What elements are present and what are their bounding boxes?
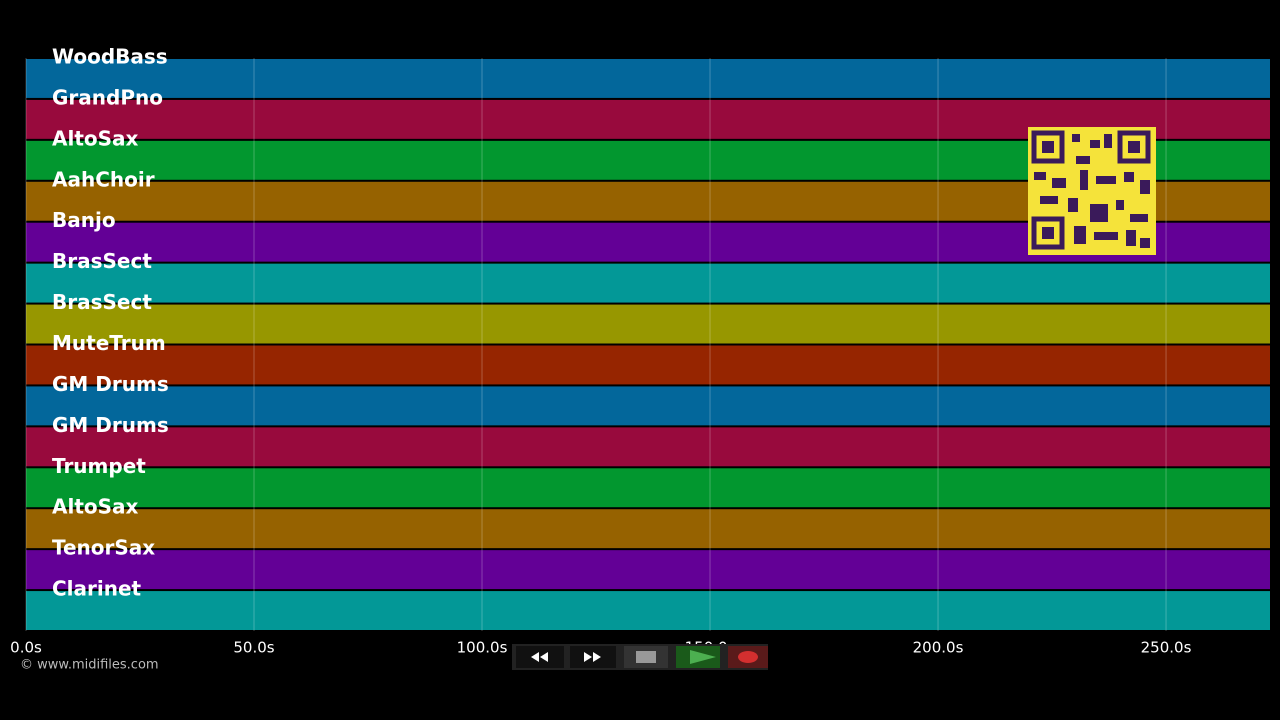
play-button[interactable]: [676, 646, 720, 668]
time-tick-label: 200.0s: [913, 639, 964, 657]
qr-code: [1028, 127, 1156, 255]
record-button[interactable]: [728, 646, 768, 668]
track-band: [26, 304, 1270, 344]
track-label: BrasSect: [52, 290, 152, 314]
track-band: [26, 591, 1270, 630]
time-tick-label: 250.0s: [1141, 639, 1192, 657]
track-label: Clarinet: [52, 577, 142, 601]
track-label: GrandPno: [52, 85, 163, 109]
track-label: AltoSax: [52, 126, 139, 150]
track-label: BrasSect: [52, 249, 152, 273]
track-band: [26, 263, 1270, 303]
track-band: [26, 59, 1270, 98]
time-tick-label: 0.0s: [10, 639, 42, 657]
transport: [512, 644, 768, 670]
track-band: [26, 386, 1270, 426]
stop-button[interactable]: [624, 646, 668, 668]
track-label: MuteTrum: [52, 331, 166, 355]
track-label: AltoSax: [52, 495, 139, 519]
grid: [25, 58, 1167, 631]
track-labels: WoodBass GrandPno AltoSax AahChoir Banjo Bras…: [52, 45, 169, 601]
track-label: AahChoir: [52, 167, 155, 191]
track-label: Trumpet: [52, 454, 146, 478]
track-band: [26, 509, 1270, 549]
track-label: WoodBass: [52, 45, 168, 69]
track-band: [26, 550, 1270, 590]
track-label: TenorSax: [52, 536, 155, 560]
forward-button[interactable]: [570, 646, 616, 668]
track-label: GM Drums: [52, 413, 169, 437]
track-band: [26, 345, 1270, 385]
track-label: Banjo: [52, 208, 116, 232]
time-tick-label: 100.0s: [457, 639, 508, 657]
track-label: GM Drums: [52, 372, 169, 396]
rewind-button[interactable]: [516, 646, 564, 668]
track-band: [26, 427, 1270, 467]
track-band: [26, 468, 1270, 508]
copyright: © www.midifiles.com: [20, 658, 159, 673]
time-tick-label: 50.0s: [233, 639, 274, 657]
